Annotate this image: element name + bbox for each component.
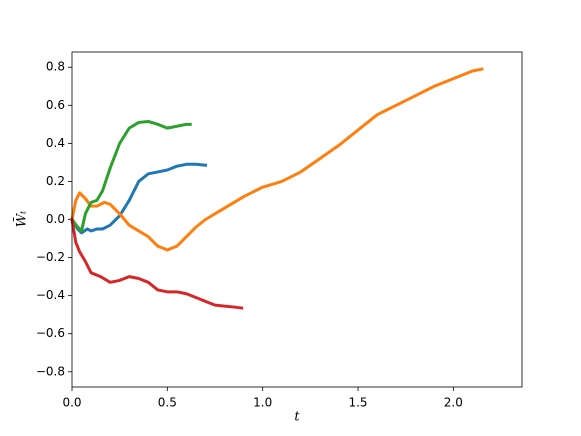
plot-frame bbox=[71, 51, 523, 388]
data-line bbox=[69, 162, 208, 235]
data-line bbox=[69, 119, 192, 233]
x-tick-label: 1.0 bbox=[253, 396, 272, 410]
y-tick-label: 0.4 bbox=[46, 136, 65, 150]
y-tick-label: −0.2 bbox=[36, 250, 65, 264]
x-tick-label: 1.5 bbox=[348, 396, 367, 410]
x-tick-label: 0.5 bbox=[158, 396, 177, 410]
x-tick-label: 2.0 bbox=[444, 396, 463, 410]
y-tick-label: −0.6 bbox=[36, 326, 65, 340]
y-tick-label: 0.0 bbox=[46, 212, 65, 226]
data-line bbox=[70, 67, 484, 252]
x-axis-label: t bbox=[294, 410, 300, 425]
data-line bbox=[70, 217, 244, 310]
y-tick-label: −0.4 bbox=[36, 288, 65, 302]
y-axis-label: W̄ₜ bbox=[13, 210, 29, 227]
y-tick-label: 0.6 bbox=[46, 98, 65, 112]
y-tick-label: −0.8 bbox=[36, 364, 65, 378]
x-tick-label: 0.0 bbox=[62, 396, 81, 410]
y-tick-label: 0.8 bbox=[46, 60, 65, 74]
y-tick-label: 0.2 bbox=[46, 174, 65, 188]
